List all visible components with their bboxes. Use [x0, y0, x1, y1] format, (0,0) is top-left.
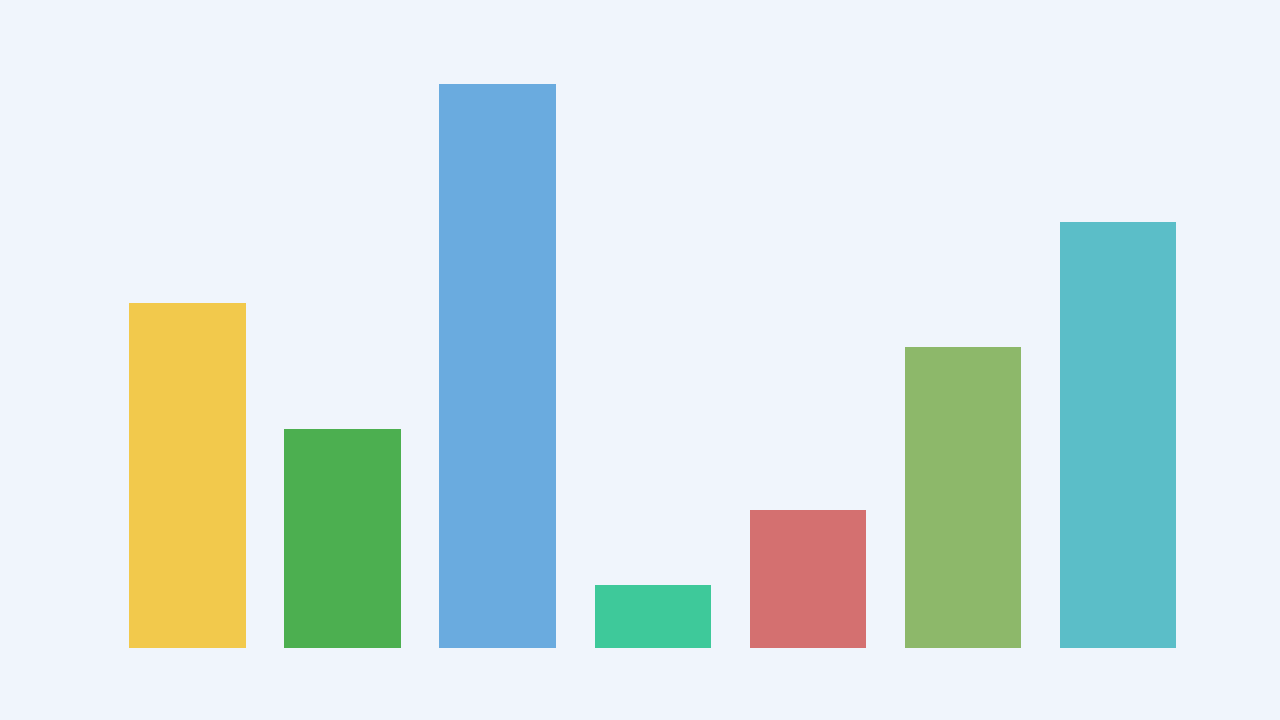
- Bar: [284, 428, 401, 648]
- Bar: [1060, 222, 1176, 648]
- Bar: [905, 347, 1021, 648]
- Bar: [439, 84, 556, 648]
- Bar: [750, 510, 867, 648]
- Bar: [129, 303, 246, 648]
- Bar: [595, 585, 710, 648]
